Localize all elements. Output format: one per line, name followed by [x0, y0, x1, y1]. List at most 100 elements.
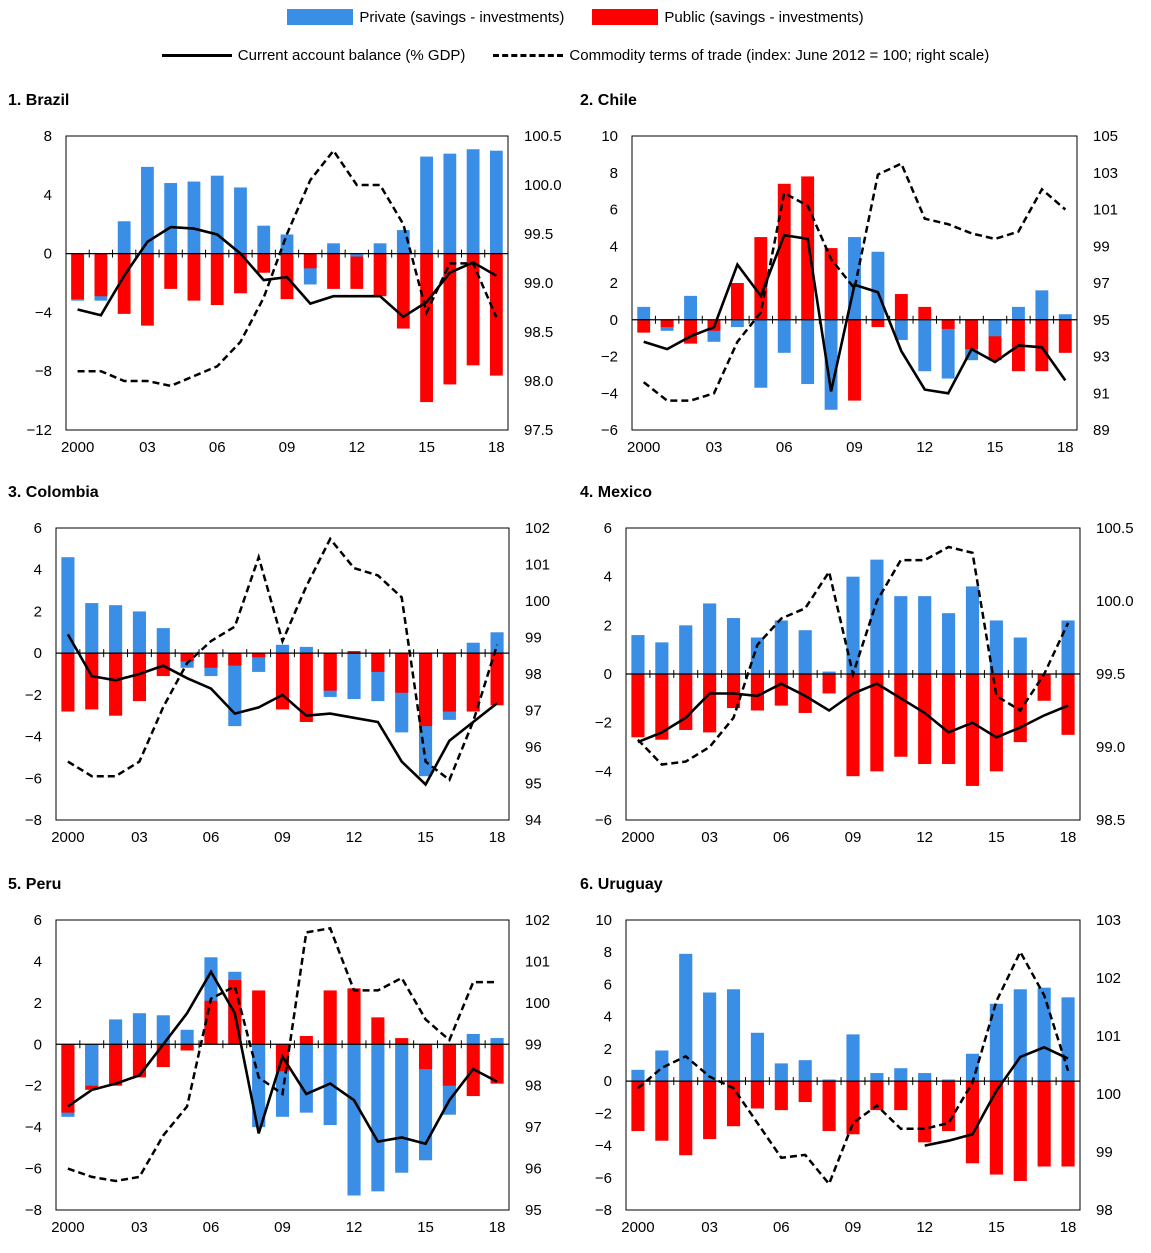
y-right-tick-label: 100.0: [524, 177, 562, 194]
x-tick-label: 03: [131, 1219, 148, 1236]
line-current-account: [637, 682, 1069, 744]
y-right-tick-label: 99.5: [1096, 666, 1125, 683]
bar-public: [109, 1044, 123, 1086]
bar-public: [703, 1081, 717, 1140]
bar-private: [396, 230, 410, 254]
y-left-tick-label: 10: [601, 128, 618, 145]
line-commodity-tot: [77, 148, 498, 388]
y-right-tick-label: 98: [1096, 1202, 1113, 1219]
chart-title: 3. Colombia: [8, 484, 99, 501]
bar-private: [730, 319, 744, 328]
bar-private: [373, 243, 387, 254]
x-tick-label: 09: [845, 1219, 862, 1236]
y-right-tick-label: 100: [525, 593, 550, 610]
bar-public: [71, 253, 85, 300]
bar-private: [141, 166, 154, 254]
y-left-tick-label: −4: [35, 304, 52, 321]
bar-public: [822, 674, 836, 694]
x-tick-label: 18: [488, 439, 505, 456]
bar-private: [85, 1044, 99, 1086]
line-current-account: [66, 633, 498, 787]
bar-public: [347, 651, 361, 654]
y-left-tick-label: −4: [25, 729, 42, 746]
bar-private: [1058, 314, 1072, 320]
bar-public: [275, 653, 290, 710]
bar-public: [94, 253, 108, 297]
y-right-tick-label: 98: [525, 1078, 542, 1095]
bar-private: [870, 559, 884, 674]
bar-public: [846, 674, 860, 777]
bar-private: [846, 1034, 860, 1082]
x-tick-label: 03: [701, 829, 718, 846]
bar-public: [774, 1081, 788, 1111]
bar-private: [420, 156, 433, 254]
x-tick-label: 09: [279, 439, 296, 456]
y-left-tick-label: 2: [34, 995, 42, 1012]
bar-private: [894, 596, 908, 674]
y-left-tick-label: 4: [44, 187, 52, 204]
x-tick-label: 2000: [621, 1219, 654, 1236]
x-tick-label: 15: [418, 439, 435, 456]
bar-public: [442, 653, 456, 712]
y-left-tick-label: 6: [604, 976, 612, 993]
chart-panel-peru: 5. Peru −8 −6 −4 −2 0 2 4 6 95 96 97 98 99 100 101 102 2…: [8, 876, 588, 1253]
y-left-tick-label: 6: [34, 912, 42, 929]
legend-label-private: Private (savings - investments): [359, 8, 565, 26]
line-commodity-tot: [636, 545, 1070, 766]
y-left-tick-label: 0: [604, 666, 612, 683]
bar-public: [1013, 1081, 1027, 1181]
bar-private: [726, 989, 741, 1082]
y-left-tick-label: 6: [604, 520, 612, 537]
line-current-account: [924, 1045, 1069, 1147]
y-left-tick-label: −6: [601, 422, 618, 439]
y-left-tick-label: −4: [595, 1138, 612, 1155]
y-right-tick-label: 100.0: [1096, 593, 1134, 610]
bar-public: [210, 253, 224, 306]
bar-private: [754, 319, 768, 388]
legend-item-private: Private (savings - investments): [287, 9, 564, 26]
y-left-tick-label: 0: [44, 246, 52, 263]
chart-title: 5. Peru: [8, 876, 62, 893]
bar-private: [61, 557, 75, 654]
legend-label-public: Public (savings - investments): [664, 8, 864, 26]
bar-private: [965, 586, 980, 674]
bar-public: [703, 674, 717, 733]
bar-private: [703, 603, 717, 674]
bar-private: [1012, 306, 1025, 320]
x-tick-label: 2000: [627, 439, 660, 456]
bar-private: [679, 953, 693, 1082]
chart-panel-uruguay: 6. Uruguay −8 −6 −4 −2 0 2 4 6 8 10 98 99 100 101 102 1…: [580, 876, 1151, 1253]
y-left-tick-label: −6: [595, 812, 612, 829]
y-right-tick-label: 102: [1096, 970, 1121, 987]
chart-title: 1. Brazil: [8, 92, 70, 109]
bar-public: [774, 674, 788, 706]
bar-private: [989, 620, 1003, 674]
bar-public: [418, 653, 433, 727]
bar-public: [234, 253, 247, 294]
y-right-tick-label: 98: [525, 666, 542, 683]
bar-private: [989, 1003, 1003, 1082]
bar-public: [466, 653, 480, 712]
y-right-tick-label: 99: [1096, 1144, 1113, 1161]
bar-private: [777, 319, 791, 353]
y-left-tick-label: −6: [595, 1170, 612, 1187]
y-left-tick-label: −8: [25, 812, 42, 829]
y-left-tick-label: 0: [604, 1073, 612, 1090]
y-right-tick-label: 98.5: [524, 324, 553, 341]
y-right-tick-label: 95: [525, 776, 542, 793]
bar-public: [303, 253, 317, 269]
bar-private: [703, 992, 717, 1082]
bar-private: [846, 576, 860, 674]
x-tick-label: 06: [209, 439, 226, 456]
bar-private: [631, 635, 645, 674]
bar-public: [750, 1081, 764, 1109]
bar-private: [894, 319, 908, 340]
bar-public: [228, 653, 242, 666]
y-left-tick-label: −12: [27, 422, 52, 439]
bar-private: [679, 625, 693, 674]
bar-public: [965, 674, 980, 786]
x-tick-label: 03: [131, 829, 148, 846]
bar-private: [637, 306, 651, 320]
y-right-tick-label: 97.5: [524, 422, 553, 439]
x-tick-label: 03: [701, 1219, 718, 1236]
